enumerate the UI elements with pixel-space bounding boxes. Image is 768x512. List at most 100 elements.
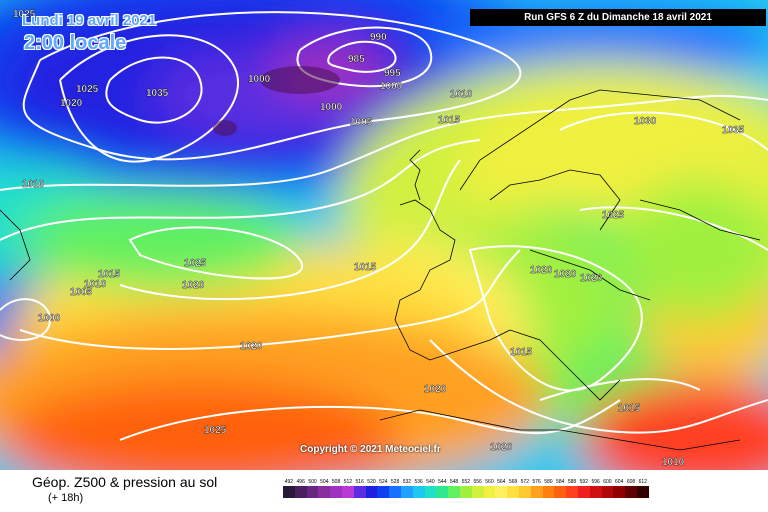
isobar-label: 1005 bbox=[350, 117, 373, 128]
isobar-label: 1020 bbox=[580, 273, 603, 284]
scale-step: 504 bbox=[318, 479, 331, 498]
forecast-time: 2:00 locale bbox=[24, 32, 127, 54]
scale-step-swatch bbox=[554, 486, 567, 498]
isobar-label: 1000 bbox=[248, 74, 271, 85]
scale-step-label: 596 bbox=[591, 479, 600, 485]
scale-step-label: 516 bbox=[355, 479, 364, 485]
copyright-notice: Copyright © 2021 Meteociel.fr bbox=[300, 444, 441, 455]
scale-step-label: 588 bbox=[567, 479, 577, 485]
scale-step-swatch bbox=[448, 486, 460, 498]
isobar-label: 1030 bbox=[634, 116, 657, 127]
scale-step-swatch bbox=[636, 486, 649, 498]
scale-step: 552 bbox=[459, 479, 472, 498]
isobar-label: 1010 bbox=[450, 89, 473, 100]
scale-step-swatch bbox=[495, 486, 508, 498]
scale-step-swatch bbox=[566, 486, 578, 498]
scale-step: 524 bbox=[377, 479, 390, 498]
scale-step: 580 bbox=[542, 479, 555, 498]
isobar-label: 1015 bbox=[510, 347, 533, 358]
scale-step-swatch bbox=[283, 486, 295, 498]
scale-step-label: 500 bbox=[308, 479, 317, 485]
scale-step-swatch bbox=[518, 486, 531, 498]
low-pressure-cores bbox=[213, 66, 340, 136]
scale-step-label: 532 bbox=[402, 479, 412, 485]
scale-step-swatch bbox=[318, 486, 331, 498]
scale-step-label: 512 bbox=[343, 479, 353, 485]
scale-step-swatch bbox=[507, 486, 519, 498]
scale-step-label: 496 bbox=[296, 479, 305, 485]
color-scale: 492 496 500 504 508 512 516 520 524 528 532 536 540 5… bbox=[283, 479, 649, 498]
isobar-label: 1020 bbox=[490, 442, 513, 453]
scale-step: 508 bbox=[330, 479, 342, 498]
scale-step-swatch bbox=[389, 486, 401, 498]
coastlines bbox=[0, 89, 761, 451]
scale-step-label: 528 bbox=[390, 479, 400, 485]
scale-step: 608 bbox=[625, 479, 637, 498]
scale-step-swatch bbox=[459, 486, 472, 498]
isobar-label: 1020 bbox=[240, 341, 263, 352]
scale-step-label: 492 bbox=[284, 479, 294, 485]
scale-step-swatch bbox=[471, 486, 484, 498]
isobar-label: 995 bbox=[384, 68, 401, 79]
scale-step-swatch bbox=[412, 486, 425, 498]
scale-step-label: 608 bbox=[626, 479, 636, 485]
scale-step: 564 bbox=[495, 479, 508, 498]
scale-step-label: 536 bbox=[414, 479, 423, 485]
scale-step-label: 564 bbox=[497, 479, 506, 485]
isobar-label: 990 bbox=[370, 32, 387, 43]
scale-step-label: 580 bbox=[544, 479, 553, 485]
scale-step-label: 568 bbox=[508, 479, 518, 485]
isobar-label: 1020 bbox=[554, 269, 577, 280]
isobar-label: 1020 bbox=[182, 280, 205, 291]
scale-step: 544 bbox=[436, 479, 449, 498]
legend-subtitle: (+ 18h) bbox=[48, 492, 84, 504]
isobar-label: 1025 bbox=[204, 425, 227, 436]
scale-step-label: 548 bbox=[449, 479, 459, 485]
isobar-label: 1025 bbox=[76, 84, 99, 95]
scale-step-swatch bbox=[294, 486, 307, 498]
isobar-lines bbox=[0, 11, 768, 441]
scale-step-swatch bbox=[400, 486, 413, 498]
scale-step: 560 bbox=[483, 479, 496, 498]
scale-step-label: 612 bbox=[638, 479, 647, 485]
scale-step-swatch bbox=[330, 486, 342, 498]
scale-step-swatch bbox=[341, 486, 354, 498]
scale-step: 492 bbox=[283, 479, 295, 498]
scale-step: 592 bbox=[577, 479, 590, 498]
scale-step: 604 bbox=[613, 479, 626, 498]
isobar-label: 1005 bbox=[70, 287, 93, 298]
legend-title: Géop. Z500 & pression au sol bbox=[32, 474, 218, 490]
scale-step: 568 bbox=[507, 479, 519, 498]
scale-step-label: 524 bbox=[379, 479, 388, 485]
scale-step: 584 bbox=[554, 479, 567, 498]
scale-step-swatch bbox=[377, 486, 390, 498]
model-run-banner: Run GFS 6 Z du Dimanche 18 avril 2021 bbox=[470, 9, 766, 26]
isobar-value-labels: 1025 1020 1010 1025 1035 990 985 995 100… bbox=[13, 9, 745, 468]
isobar-label: 1010 bbox=[22, 179, 45, 190]
scale-step: 556 bbox=[471, 479, 484, 498]
scale-step-label: 504 bbox=[320, 479, 329, 485]
scale-step-swatch bbox=[589, 486, 602, 498]
isobar-label: 1010 bbox=[662, 457, 685, 468]
scale-step: 536 bbox=[412, 479, 425, 498]
scale-step-label: 584 bbox=[556, 479, 565, 485]
scale-step: 528 bbox=[389, 479, 401, 498]
scale-step-label: 592 bbox=[579, 479, 588, 485]
scale-step-label: 520 bbox=[367, 479, 376, 485]
scale-step: 600 bbox=[601, 479, 614, 498]
scale-step-label: 540 bbox=[426, 479, 435, 485]
scale-step: 520 bbox=[365, 479, 378, 498]
isobar-label: 1015 bbox=[98, 269, 121, 280]
scale-step: 576 bbox=[530, 479, 543, 498]
isobar-label: 1010 bbox=[84, 279, 107, 290]
scale-step-label: 560 bbox=[485, 479, 494, 485]
scale-step-swatch bbox=[365, 486, 378, 498]
scale-step: 548 bbox=[448, 479, 460, 498]
scale-step-label: 572 bbox=[520, 479, 529, 485]
isobar-label: 1035 bbox=[146, 88, 169, 99]
scale-step-swatch bbox=[483, 486, 496, 498]
isobar-label: 1035 bbox=[722, 125, 745, 136]
scale-step-swatch bbox=[542, 486, 555, 498]
isobar-label: 1020 bbox=[60, 98, 83, 109]
